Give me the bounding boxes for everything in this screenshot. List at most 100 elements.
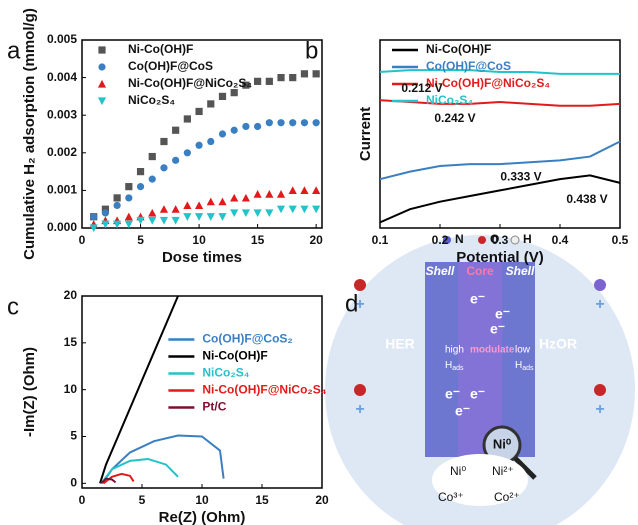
marker (183, 149, 191, 157)
panel-label: a (7, 37, 21, 64)
marker (265, 119, 273, 127)
marker (289, 119, 297, 127)
x-tick-label: 15 (251, 233, 265, 247)
series-line (101, 434, 225, 484)
her: HER (385, 336, 415, 352)
marker (148, 216, 157, 225)
ni0: Ni⁰ (493, 436, 512, 451)
series-line (100, 477, 117, 485)
marker (113, 201, 121, 210)
marker (207, 100, 215, 108)
marker (113, 194, 121, 202)
cloud (432, 454, 528, 506)
marker (218, 130, 227, 138)
water (594, 384, 606, 396)
marker (288, 186, 297, 194)
modulate: modulate (470, 345, 515, 356)
legend-label: Co(OH)F@CoS (128, 59, 213, 73)
x-tick-label: 0.4 (552, 233, 569, 247)
marker (300, 205, 309, 214)
legend-label: Ni-Co(OH)F@NiCo₂S₄ (128, 76, 252, 90)
legend-label: Pt/C (202, 400, 226, 414)
marker (113, 220, 122, 229)
marker (125, 194, 133, 202)
y-tick-label: 5 (70, 429, 77, 443)
annotation: 0.333 V (500, 169, 541, 183)
region: Core (466, 264, 494, 278)
x-tick-label: 10 (192, 233, 206, 247)
electron: e⁻ (470, 386, 485, 402)
o-atom (478, 236, 486, 244)
marker (300, 186, 309, 194)
marker (172, 126, 180, 134)
y-tick-label: 0.005 (47, 32, 77, 46)
marker (253, 209, 262, 218)
marker (276, 205, 286, 214)
legend-label: Ni-Co(OH)F (202, 349, 267, 363)
series-line (379, 174, 621, 224)
marker (90, 213, 98, 221)
marker (101, 220, 110, 229)
x-axis-label: Potential (V) (456, 249, 544, 266)
electron: e⁻ (495, 306, 510, 322)
marker (171, 216, 180, 225)
series-line (379, 99, 621, 107)
y-axis-label: Cumulative H₂ adsorption (mmol/g) (21, 8, 38, 260)
hydrazine (594, 279, 606, 291)
diagram: N O H Shell Core Shell HER HzOR high mod… (325, 232, 635, 525)
marker (312, 119, 320, 127)
marker (194, 213, 204, 221)
low: low (515, 345, 531, 356)
marker (148, 208, 157, 217)
marker (289, 74, 297, 82)
marker (101, 205, 110, 213)
annotation: 0.242 V (434, 111, 475, 125)
y-tick-label: 0 (70, 475, 77, 489)
marker (207, 137, 215, 146)
y-tick-label: 0.003 (47, 107, 77, 121)
water (354, 279, 366, 291)
marker (254, 122, 262, 131)
series-line (99, 295, 179, 484)
plus: + (355, 296, 364, 313)
x-tick-label: 20 (309, 233, 323, 247)
marker (288, 205, 297, 214)
plus: + (595, 296, 604, 313)
annotation: 0.438 V (566, 192, 607, 206)
marker (195, 141, 203, 149)
x-tick-label: 5 (137, 233, 144, 247)
marker (241, 193, 251, 202)
marker (253, 190, 262, 198)
n-atom (443, 236, 451, 244)
marker (218, 213, 227, 221)
cycle-label: Co²⁺ (494, 490, 520, 504)
legend-label: NiCo₂S₄ (202, 366, 249, 380)
x-axis-label: Dose times (162, 249, 242, 266)
legend-label: Ni-Co(OH)F (128, 42, 193, 56)
marker (312, 186, 321, 194)
marker (230, 89, 238, 97)
marker (195, 107, 203, 116)
marker (242, 122, 250, 131)
panel-label: b (305, 37, 318, 64)
marker (101, 209, 110, 217)
legend-label: Ni-Co(OH)F (426, 42, 491, 56)
region: Shell (426, 264, 455, 278)
plus: + (595, 401, 604, 418)
plot-frame (81, 39, 323, 229)
hzor: HzOR (539, 336, 577, 352)
marker (218, 92, 227, 100)
marker (160, 137, 168, 146)
marker (230, 126, 238, 134)
cycle-label: Ni⁰ (450, 464, 466, 478)
y-tick-label: 0.004 (47, 70, 77, 84)
y-axis-label: Current (357, 107, 374, 161)
legend-label: Co(OH)F@CoS₂ (202, 332, 292, 346)
x-tick-label: 5 (139, 493, 146, 507)
marker (159, 205, 169, 213)
marker (277, 74, 285, 82)
cycle-label: Ni²⁺ (492, 464, 514, 478)
marker (124, 220, 133, 229)
atom-label: O (490, 232, 499, 246)
marker (136, 216, 145, 225)
